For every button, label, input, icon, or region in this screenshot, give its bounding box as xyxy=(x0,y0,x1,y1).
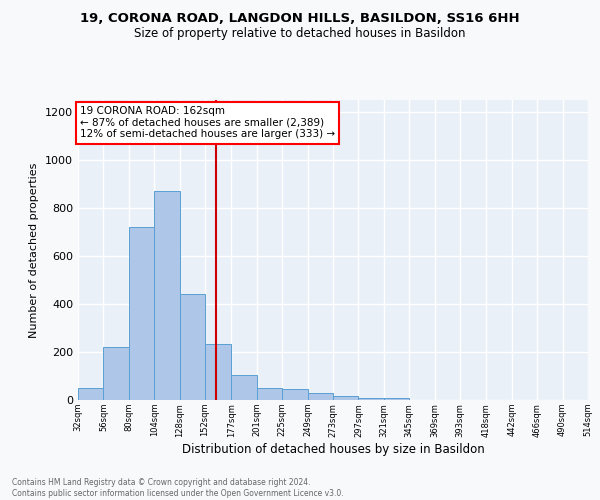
Bar xyxy=(282,388,308,400)
Bar xyxy=(384,398,409,400)
Text: 19, CORONA ROAD, LANGDON HILLS, BASILDON, SS16 6HH: 19, CORONA ROAD, LANGDON HILLS, BASILDON… xyxy=(80,12,520,26)
Bar xyxy=(154,191,179,400)
Bar xyxy=(78,388,103,400)
Bar xyxy=(358,398,384,400)
Bar xyxy=(308,393,333,400)
Bar xyxy=(232,375,257,400)
Bar xyxy=(129,227,154,400)
Bar xyxy=(179,294,205,400)
Bar xyxy=(257,388,282,400)
Bar xyxy=(205,344,232,400)
Text: Distribution of detached houses by size in Basildon: Distribution of detached houses by size … xyxy=(182,442,484,456)
Text: Size of property relative to detached houses in Basildon: Size of property relative to detached ho… xyxy=(134,28,466,40)
Y-axis label: Number of detached properties: Number of detached properties xyxy=(29,162,40,338)
Bar xyxy=(333,396,358,400)
Text: 19 CORONA ROAD: 162sqm
← 87% of detached houses are smaller (2,389)
12% of semi-: 19 CORONA ROAD: 162sqm ← 87% of detached… xyxy=(80,106,335,140)
Bar xyxy=(103,347,129,400)
Text: Contains HM Land Registry data © Crown copyright and database right 2024.
Contai: Contains HM Land Registry data © Crown c… xyxy=(12,478,344,498)
